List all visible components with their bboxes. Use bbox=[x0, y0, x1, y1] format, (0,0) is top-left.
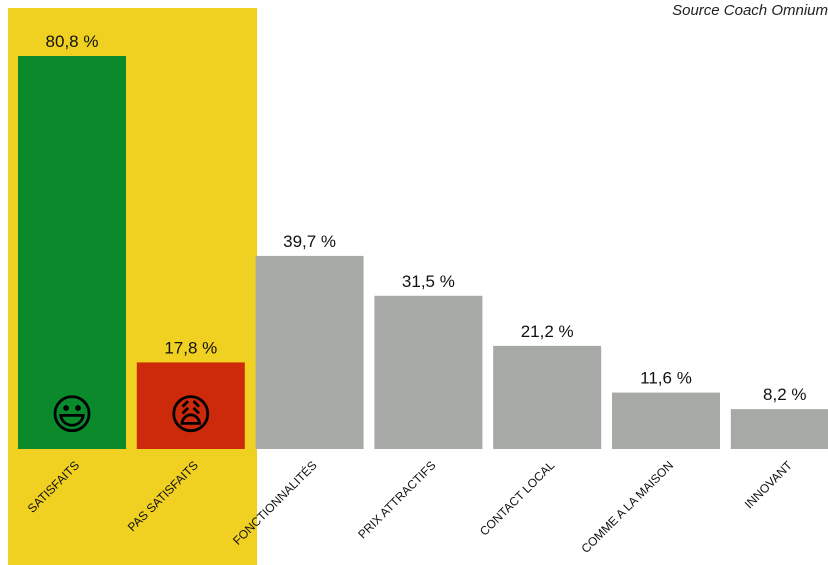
source-note: Source Coach Omnium bbox=[672, 2, 828, 19]
value-label-pas-satisfaits: 17,8 % bbox=[164, 338, 217, 357]
bar-prix-attractifs bbox=[374, 295, 483, 449]
bar-comme-a-la-maison bbox=[612, 392, 720, 449]
value-label-prix-attractifs: 31,5 % bbox=[402, 272, 455, 291]
category-label-innovant: INNOVANT bbox=[742, 458, 796, 512]
category-label-comme-a-la-maison: COMME A LA MAISON bbox=[579, 458, 677, 556]
emoji-icon-satisfaits: 😃 bbox=[50, 391, 94, 438]
value-label-innovant: 8,2 % bbox=[763, 385, 806, 404]
value-label-satisfaits: 80,8 % bbox=[46, 32, 99, 51]
bar-innovant bbox=[730, 409, 828, 449]
category-label-contact-local: CONTACT LOCAL bbox=[477, 458, 558, 539]
category-label-prix-attractifs: PRIX ATTRACTIFS bbox=[355, 458, 438, 541]
value-label-fonctionnalites: 39,7 % bbox=[283, 232, 336, 251]
value-label-comme-a-la-maison: 11,6 % bbox=[640, 369, 692, 388]
value-label-contact-local: 21,2 % bbox=[521, 322, 574, 341]
bar-fonctionnalites bbox=[255, 255, 364, 449]
bar-contact-local bbox=[493, 345, 602, 449]
emoji-icon-pas-satisfaits: 😩 bbox=[169, 391, 213, 438]
bar-pas-satisfaits bbox=[136, 362, 245, 449]
bar-satisfaits bbox=[18, 56, 126, 449]
